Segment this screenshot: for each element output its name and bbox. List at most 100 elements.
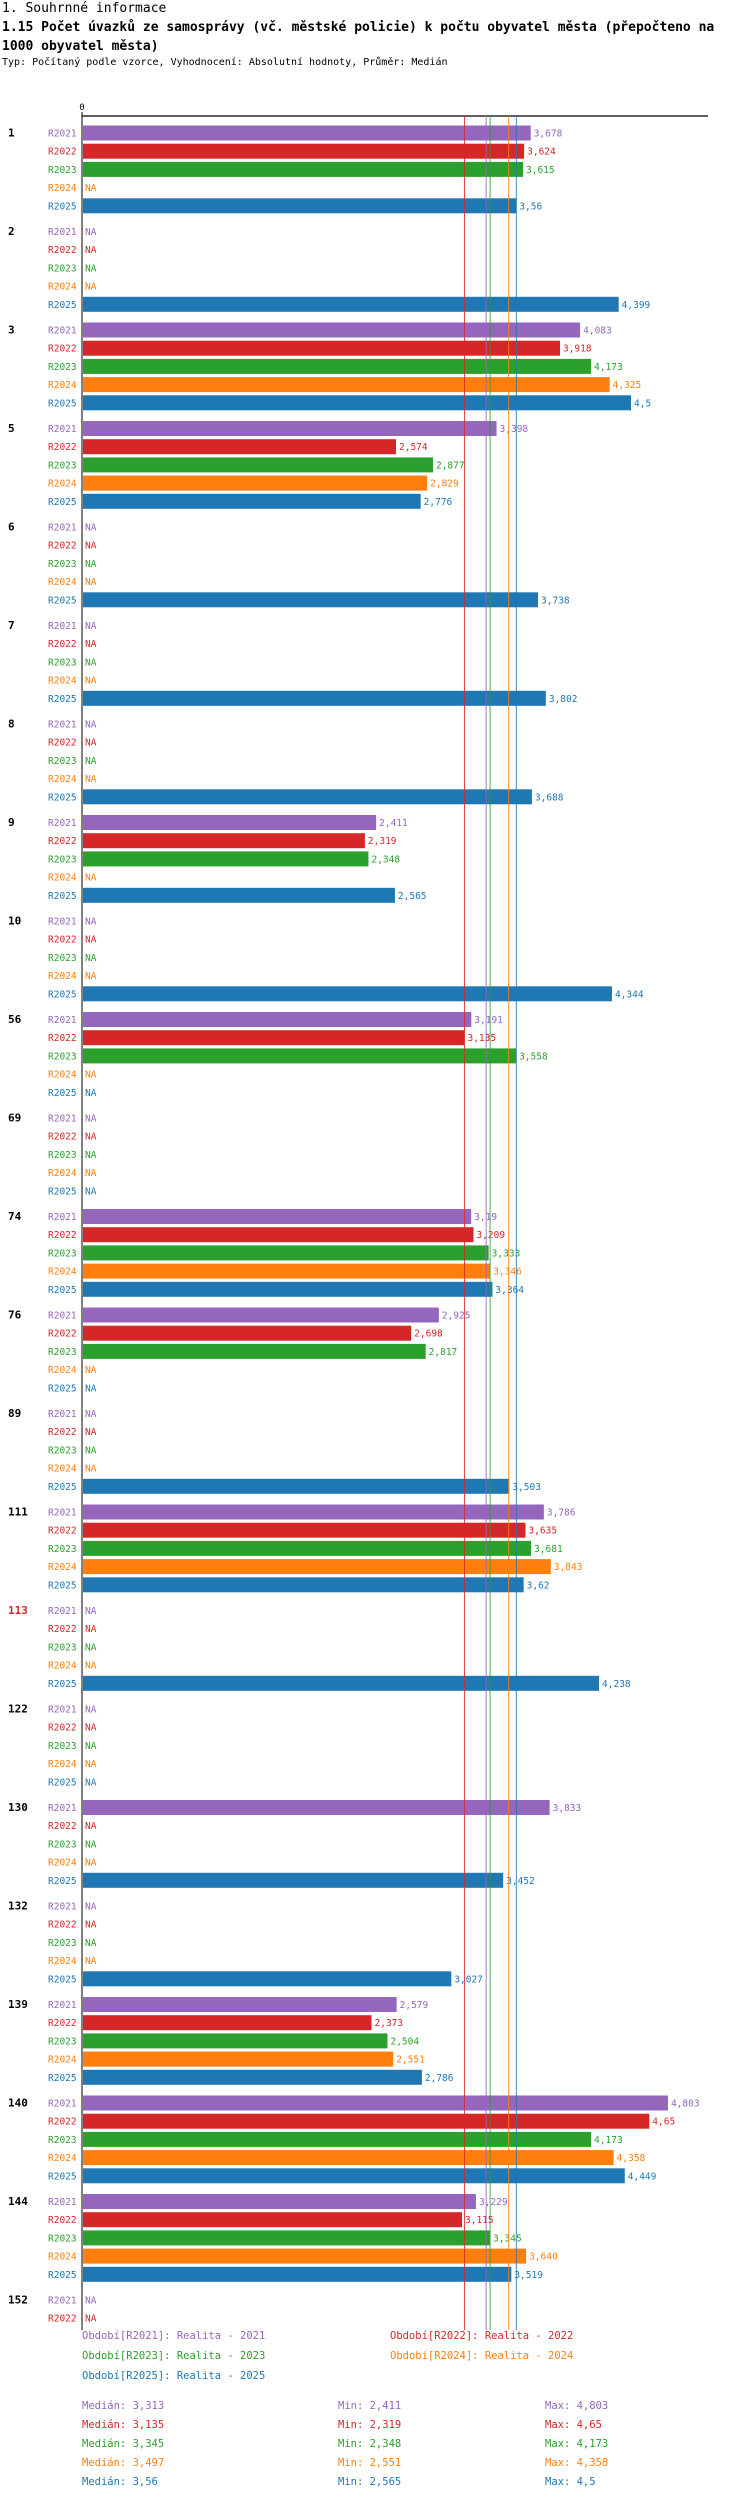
bar-3-r2023 bbox=[83, 358, 592, 374]
value-label: 2,877 bbox=[436, 460, 465, 471]
series-label: R2021 bbox=[48, 1606, 77, 1617]
bar-144-r2021 bbox=[83, 2194, 476, 2209]
value-label: 4,344 bbox=[615, 989, 644, 1000]
bar-2-r2025 bbox=[83, 296, 619, 312]
value-label: 4,173 bbox=[594, 362, 623, 373]
series-label: R2023 bbox=[48, 1938, 77, 1949]
bar-74-r2025 bbox=[83, 1281, 493, 1297]
series-label: R2025 bbox=[48, 595, 77, 606]
na-label: NA bbox=[85, 1150, 97, 1161]
series-label: R2025 bbox=[48, 1088, 77, 1099]
value-label: 3,802 bbox=[549, 694, 578, 705]
stat-max-r2021: Max: 4,803 bbox=[545, 2400, 609, 2412]
bar-5-r2025 bbox=[83, 493, 421, 509]
series-label: R2024 bbox=[48, 1365, 77, 1376]
bar-139-r2025 bbox=[83, 2069, 422, 2085]
na-label: NA bbox=[85, 2314, 97, 2325]
na-label: NA bbox=[85, 873, 97, 884]
series-label: R2023 bbox=[48, 460, 77, 471]
series-label: R2021 bbox=[48, 720, 77, 731]
bar-139-r2022 bbox=[83, 2015, 372, 2031]
na-label: NA bbox=[85, 1902, 97, 1913]
series-label: R2024 bbox=[48, 1562, 77, 1573]
bar-3-r2025 bbox=[83, 395, 631, 411]
bar-5-r2021 bbox=[83, 421, 497, 436]
group-label-144: 144 bbox=[8, 2195, 28, 2208]
series-label: R2022 bbox=[48, 935, 77, 946]
group-label-3: 3 bbox=[8, 324, 15, 337]
value-label: 3,229 bbox=[479, 2197, 508, 2208]
series-label: R2025 bbox=[48, 891, 77, 902]
bar-9-r2025 bbox=[83, 887, 395, 903]
series-label: R2021 bbox=[48, 129, 77, 140]
series-label: R2025 bbox=[48, 1777, 77, 1788]
series-label: R2022 bbox=[48, 1132, 77, 1143]
value-label: 3,615 bbox=[526, 165, 555, 176]
stat-median-r2022: Medián: 3,135 bbox=[82, 2419, 165, 2431]
na-label: NA bbox=[85, 1606, 97, 1617]
na-label: NA bbox=[85, 1070, 97, 1081]
group-label-132: 132 bbox=[8, 1900, 28, 1913]
na-label: NA bbox=[85, 738, 97, 749]
stat-median-r2025: Medián: 3,56 bbox=[82, 2476, 158, 2488]
stat-median-r2024: Medián: 3,497 bbox=[82, 2457, 165, 2469]
series-label: R2021 bbox=[48, 1015, 77, 1026]
series-label: R2022 bbox=[48, 1329, 77, 1340]
stat-min-r2023: Min: 2,348 bbox=[338, 2438, 402, 2450]
bar-140-r2023 bbox=[83, 2131, 592, 2147]
na-label: NA bbox=[85, 935, 97, 946]
series-label: R2023 bbox=[48, 1544, 77, 1555]
series-label: R2022 bbox=[48, 344, 77, 355]
series-label: R2021 bbox=[48, 1114, 77, 1125]
value-label: 3,345 bbox=[493, 2233, 522, 2244]
series-label: R2023 bbox=[48, 2233, 77, 2244]
bar-74-r2024 bbox=[83, 1263, 491, 1279]
group-label-130: 130 bbox=[8, 1801, 28, 1814]
series-label: R2024 bbox=[48, 479, 77, 490]
bar-1-r2025 bbox=[83, 198, 517, 214]
value-label: 3,786 bbox=[547, 1508, 576, 1519]
bar-76-r2023 bbox=[83, 1343, 426, 1359]
stat-max-r2022: Max: 4,65 bbox=[545, 2419, 602, 2431]
series-label: R2024 bbox=[48, 676, 77, 687]
bar-132-r2025 bbox=[83, 1971, 452, 1987]
series-label: R2021 bbox=[48, 1705, 77, 1716]
series-label: R2024 bbox=[48, 282, 77, 293]
group-label-76: 76 bbox=[8, 1309, 22, 1322]
series-label: R2025 bbox=[48, 1186, 77, 1197]
series-label: R2023 bbox=[48, 1741, 77, 1752]
series-label: R2021 bbox=[48, 1409, 77, 1420]
na-label: NA bbox=[85, 1705, 97, 1716]
stat-min-r2022: Min: 2,319 bbox=[338, 2419, 402, 2431]
bar-130-r2021 bbox=[83, 1800, 550, 1815]
na-label: NA bbox=[85, 1114, 97, 1125]
bar-10-r2025 bbox=[83, 986, 612, 1002]
series-label: R2022 bbox=[48, 639, 77, 650]
bar-1-r2022 bbox=[83, 143, 525, 159]
series-label: R2025 bbox=[48, 1679, 77, 1690]
series-label: R2021 bbox=[48, 2197, 77, 2208]
value-label: 2,348 bbox=[371, 854, 400, 865]
value-label: 2,373 bbox=[375, 2018, 404, 2029]
bar-5-r2024 bbox=[83, 475, 428, 491]
na-label: NA bbox=[85, 621, 97, 632]
group-label-8: 8 bbox=[8, 718, 15, 731]
bar-144-r2025 bbox=[83, 2266, 512, 2282]
chart-title: 1.15 Počet úvazků ze samosprávy (vč. měs… bbox=[2, 20, 715, 54]
series-label: R2025 bbox=[48, 792, 77, 803]
series-label: R2024 bbox=[48, 1168, 77, 1179]
series-label: R2024 bbox=[48, 774, 77, 785]
group-label-140: 140 bbox=[8, 2097, 28, 2110]
bar-130-r2025 bbox=[83, 1872, 504, 1888]
series-label: R2024 bbox=[48, 1956, 77, 1967]
na-label: NA bbox=[85, 676, 97, 687]
chart-footer: Období[R2021]: Realita - 2021 Období[R20… bbox=[0, 2330, 750, 2500]
stat-median-r2021: Medián: 3,313 bbox=[82, 2400, 165, 2412]
series-label: R2023 bbox=[48, 854, 77, 865]
legend-r2023: Období[R2023]: Realita - 2023 bbox=[82, 2350, 266, 2362]
na-label: NA bbox=[85, 1642, 97, 1653]
series-label: R2022 bbox=[48, 1526, 77, 1537]
report-header: 1. Souhrnné informace 1.15 Počet úvazků … bbox=[2, 0, 742, 70]
group-label-56: 56 bbox=[8, 1013, 22, 1026]
na-label: NA bbox=[85, 1186, 97, 1197]
